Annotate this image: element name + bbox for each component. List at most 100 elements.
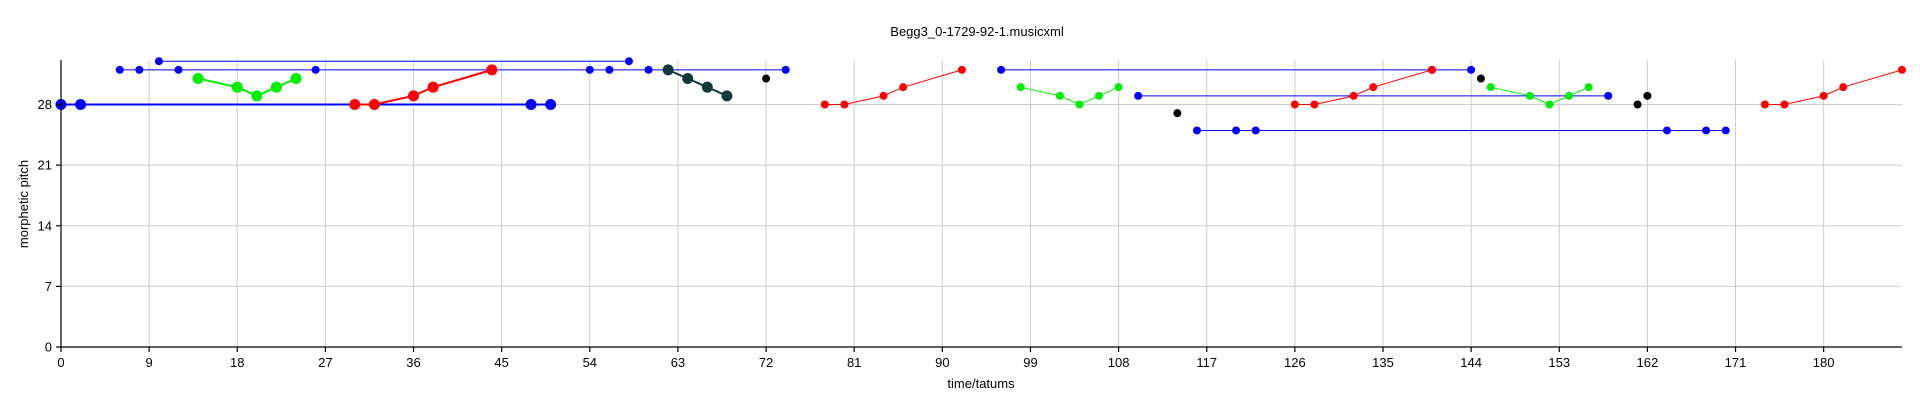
- data-point: [1349, 91, 1358, 100]
- y-tick-label: 0: [45, 340, 52, 355]
- data-point: [840, 100, 849, 109]
- series-line: [1764, 69, 1903, 105]
- data-point: [1427, 65, 1436, 74]
- series-13: [1290, 65, 1436, 109]
- data-point: [682, 73, 694, 85]
- data-point: [427, 81, 439, 93]
- series-17: [1760, 65, 1906, 109]
- data-point: [290, 73, 302, 85]
- series-7: [820, 65, 966, 109]
- data-point: [1780, 100, 1789, 109]
- x-tick-label: 171: [1725, 355, 1747, 370]
- x-tick-label: 63: [671, 355, 685, 370]
- data-point: [1633, 100, 1642, 109]
- data-point: [1525, 91, 1534, 100]
- data-point: [1545, 100, 1554, 109]
- data-point: [899, 83, 908, 92]
- chart-title: Begg3_0-1729-92-1.musicxml: [890, 24, 1064, 39]
- x-tick-label: 27: [318, 355, 332, 370]
- data-point: [781, 65, 790, 74]
- data-point: [1134, 91, 1143, 100]
- data-point: [1721, 126, 1730, 135]
- x-tick-label: 81: [847, 355, 861, 370]
- data-point: [1467, 65, 1476, 74]
- data-point: [879, 91, 888, 100]
- data-point: [349, 99, 361, 110]
- data-point: [1075, 100, 1084, 109]
- data-point: [1584, 83, 1593, 92]
- data-point: [135, 65, 144, 74]
- series-0: [55, 99, 557, 110]
- data-point: [174, 65, 183, 74]
- x-tick-label: 135: [1372, 355, 1394, 370]
- data-point: [957, 65, 966, 74]
- data-point: [1486, 83, 1495, 92]
- data-point: [1055, 91, 1064, 100]
- series-2: [154, 57, 633, 66]
- data-point: [1839, 83, 1848, 92]
- series-4: [349, 64, 498, 110]
- data-point: [1232, 126, 1241, 135]
- x-tick-label: 153: [1548, 355, 1570, 370]
- series-line: [824, 69, 963, 105]
- series-10: [1134, 91, 1613, 100]
- data-point: [644, 65, 653, 74]
- data-point: [525, 99, 537, 110]
- data-point: [1290, 100, 1299, 109]
- data-point: [270, 81, 282, 93]
- data-point: [662, 64, 674, 76]
- data-point: [75, 99, 87, 110]
- data-point: [1662, 126, 1671, 135]
- x-axis-label: time/tatums: [947, 376, 1015, 391]
- series-5: [662, 64, 733, 102]
- data-point: [585, 65, 594, 74]
- x-tick-label: 90: [935, 355, 949, 370]
- y-tick-label: 21: [38, 158, 52, 173]
- x-tick-label: 99: [1023, 355, 1037, 370]
- x-tick-label: 162: [1637, 355, 1659, 370]
- data-point: [997, 65, 1006, 74]
- data-point: [251, 90, 263, 102]
- series-line: [667, 68, 728, 97]
- axes: [60, 60, 1902, 348]
- data-point: [192, 73, 204, 85]
- data-point: [231, 81, 243, 93]
- data-point: [1095, 91, 1104, 100]
- series-9: [1016, 83, 1123, 109]
- data-point: [408, 90, 420, 102]
- data-point: [545, 99, 557, 110]
- data-point: [311, 65, 320, 74]
- data-series: [55, 57, 1906, 135]
- series-12: [1192, 126, 1730, 135]
- x-tick-label: 54: [583, 355, 597, 370]
- grid-lines: [60, 60, 1902, 347]
- x-tick-label: 45: [494, 355, 508, 370]
- data-point: [1173, 109, 1182, 118]
- data-point: [1819, 91, 1828, 100]
- x-tick-label: 108: [1108, 355, 1130, 370]
- data-point: [1898, 65, 1906, 74]
- data-point: [1702, 126, 1711, 135]
- data-point: [1369, 83, 1378, 92]
- series-15: [1486, 83, 1593, 109]
- x-tick-label: 117: [1196, 355, 1217, 370]
- data-point: [1310, 100, 1319, 109]
- data-point: [1114, 83, 1123, 92]
- series-8: [997, 65, 1476, 74]
- data-point: [1016, 83, 1025, 92]
- y-tick-label: 14: [38, 218, 52, 233]
- data-point: [820, 100, 829, 109]
- data-point: [1760, 100, 1769, 109]
- x-tick-label: 36: [406, 355, 420, 370]
- x-tick-label: 18: [230, 355, 244, 370]
- data-point: [1476, 74, 1485, 83]
- data-point: [1565, 91, 1574, 100]
- data-point: [605, 65, 614, 74]
- x-tick-label: 72: [759, 355, 773, 370]
- data-point: [1251, 126, 1260, 135]
- series-11: [1173, 109, 1182, 118]
- data-point: [1192, 126, 1201, 135]
- data-point: [624, 57, 633, 66]
- series-line: [1020, 86, 1119, 106]
